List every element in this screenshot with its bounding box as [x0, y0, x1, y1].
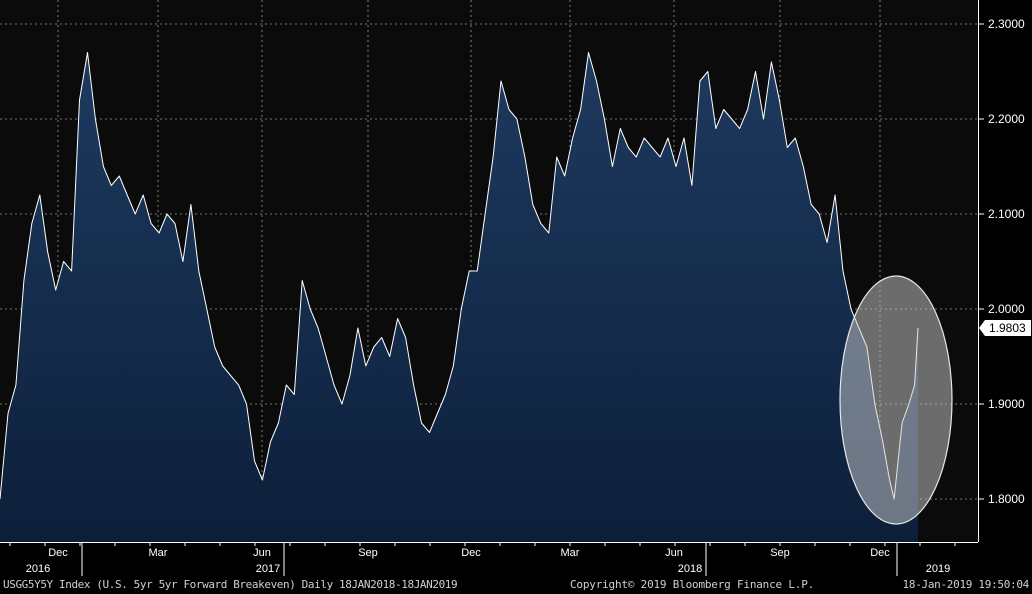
- x-year-label: 2016: [26, 563, 50, 575]
- last-value-marker: 1.9803: [979, 320, 1031, 336]
- y-tick-label: 2.0000: [988, 302, 1025, 316]
- x-tick-label: Mar: [561, 547, 580, 559]
- x-tick-label: Jun: [665, 547, 683, 559]
- series-area: [0, 52, 918, 542]
- highlight-ellipse: [839, 275, 953, 525]
- y-tick-label: 1.9000: [988, 397, 1025, 411]
- x-year-label: 2018: [678, 563, 702, 575]
- x-year-label: 2017: [256, 563, 280, 575]
- footer-copyright: Copyright© 2019 Bloomberg Finance L.P.: [570, 578, 815, 591]
- x-tick-label: Jun: [253, 547, 271, 559]
- y-tick-label: 2.1000: [988, 207, 1025, 221]
- last-value-box: [979, 320, 1031, 336]
- last-value-label: 1.9803: [989, 321, 1026, 335]
- x-tick-label: Sep: [358, 547, 378, 559]
- footer-timestamp: 18-Jan-2019 19:50:04: [902, 578, 1030, 591]
- y-tick-label: 2.2000: [988, 112, 1025, 126]
- x-tick-label: Dec: [48, 547, 68, 559]
- series-line: [0, 52, 919, 500]
- x-tick-label: Dec: [870, 547, 890, 559]
- y-axis-ticks: 1.8000 1.9000 2.0000 2.1000 2.2000 2.3000: [978, 17, 1025, 506]
- x-tick-label: Mar: [149, 547, 168, 559]
- x-tick-label: Dec: [461, 547, 481, 559]
- x-year-label: 2019: [926, 563, 950, 575]
- y-tick-label: 1.8000: [988, 492, 1025, 506]
- footer-index-description: USGG5Y5Y Index (U.S. 5yr 5yr Forward Bre…: [3, 578, 458, 591]
- x-tick-label: Sep: [770, 547, 790, 559]
- x-axis-ticks: Dec 2016 Mar Jun 2017 Sep Dec Mar Jun 2018 Sep Dec 2…: [9, 542, 956, 576]
- y-tick-label: 2.3000: [988, 17, 1025, 31]
